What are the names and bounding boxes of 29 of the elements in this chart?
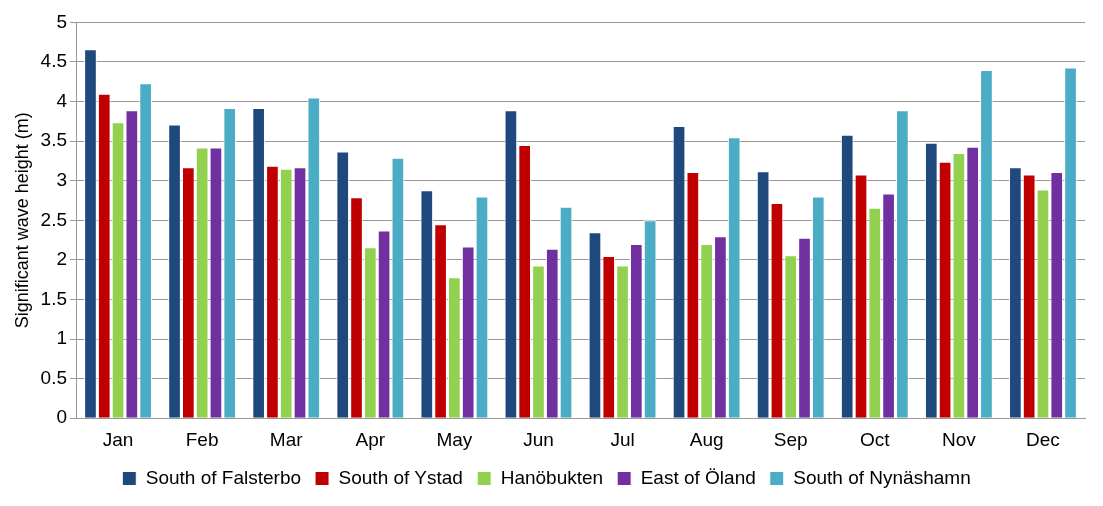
legend-label: East of Öland — [640, 466, 756, 488]
y-tick-label: 4.5 — [40, 50, 68, 72]
legend-label: South of Falsterbo — [145, 466, 302, 488]
y-tick-label: 1 — [56, 327, 68, 349]
y-tick-label: 3.5 — [40, 129, 68, 151]
y-tick-label: 0.5 — [40, 366, 68, 388]
legend-label: South of Nynäshamn — [793, 466, 971, 488]
y-tick-label: 0 — [56, 406, 68, 428]
x-tick-label: Jun — [523, 428, 554, 450]
y-tick-label: 2 — [56, 248, 68, 270]
x-tick-label: Sep — [773, 428, 808, 450]
y-tick-label: 4 — [56, 89, 68, 111]
x-tick-label: Feb — [185, 428, 219, 450]
x-tick-label: Mar — [269, 428, 304, 450]
y-tick-label: 5 — [56, 10, 68, 32]
x-tick-label: Jul — [610, 428, 635, 450]
x-tick-label: May — [436, 428, 473, 450]
y-tick-label: 3 — [56, 168, 68, 190]
x-tick-label: Apr — [355, 428, 386, 450]
x-tick-label: Oct — [860, 428, 891, 450]
y-axis-title: Significant wave height (m) — [11, 112, 32, 329]
x-tick-label: Nov — [941, 428, 977, 450]
legend-label: South of Ystad — [338, 466, 463, 488]
legend-label: Hanöbukten — [500, 466, 604, 488]
x-tick-label: Jan — [102, 428, 134, 450]
y-tick-label: 1.5 — [40, 287, 68, 309]
y-tick-label: 2.5 — [40, 208, 68, 230]
x-tick-label: Aug — [689, 428, 724, 450]
x-tick-label: Dec — [1026, 428, 1060, 450]
